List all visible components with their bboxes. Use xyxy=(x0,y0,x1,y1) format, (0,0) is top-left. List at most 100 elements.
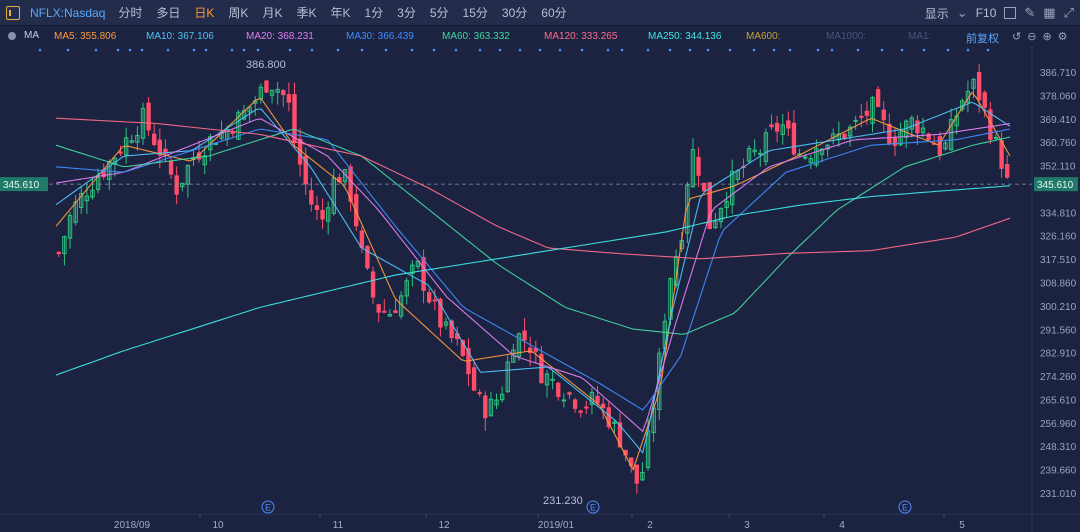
current-price-tag-left-text: 345.610 xyxy=(3,180,40,191)
ma-settings-icon[interactable] xyxy=(8,32,16,40)
candle-75 xyxy=(477,389,482,397)
indicator-dot-18 xyxy=(432,48,436,52)
candle-80 xyxy=(505,355,510,393)
gear-icon[interactable]: ⚙ xyxy=(1057,31,1068,43)
candle-body-26 xyxy=(202,155,207,166)
candle-body-59 xyxy=(387,313,393,317)
candle-body-39 xyxy=(275,88,280,93)
period-tab-8[interactable]: 3分 xyxy=(397,6,416,20)
period-tab-6[interactable]: 年K xyxy=(330,6,351,20)
period-tab-4[interactable]: 月K xyxy=(262,6,283,20)
candle-body-19 xyxy=(163,148,168,154)
earnings-marker-label-0: E xyxy=(265,503,271,513)
candle-body-99 xyxy=(612,421,617,424)
price-chart[interactable]: 386.710 378.060 369.410 360.760 352.110 334.8… xyxy=(0,46,1080,532)
earnings-marker-ring-2 xyxy=(898,500,912,514)
ma-legend-item-5[interactable]: MA120: 333.265 xyxy=(544,31,618,42)
adjust-toggle[interactable]: 前复权 xyxy=(966,33,999,45)
candle-body-82 xyxy=(516,333,522,358)
symbol-label[interactable]: NFLX:Nasdaq xyxy=(30,5,106,20)
ma-legend-item-2[interactable]: MA20: 368.231 xyxy=(246,31,314,42)
candle-150 xyxy=(898,122,903,147)
grid-icon[interactable]: ▦ xyxy=(1043,5,1056,20)
candle-41 xyxy=(286,82,292,112)
indicator-dot-15 xyxy=(360,48,364,52)
ma-legend-item-6[interactable]: MA250: 344.136 xyxy=(648,31,722,42)
candle-145 xyxy=(870,96,875,132)
period-tab-3[interactable]: 周K xyxy=(228,6,249,20)
period-tab-10[interactable]: 15分 xyxy=(462,6,488,20)
minus-icon[interactable]: ⊖ xyxy=(1027,31,1037,43)
undo-icon[interactable]: ↺ xyxy=(1012,31,1022,43)
candle-body-167 xyxy=(993,136,999,139)
candle-47 xyxy=(320,198,325,229)
candle-18 xyxy=(157,128,163,169)
earnings-marker-2: E xyxy=(898,500,912,514)
y-tick-label-6: 334.810 xyxy=(1040,208,1077,219)
period-tab-2[interactable]: 日K xyxy=(194,6,215,20)
candle-37 xyxy=(264,79,269,93)
candle-34 xyxy=(247,106,252,123)
candle-17 xyxy=(152,124,157,147)
period-tab-7[interactable]: 1分 xyxy=(364,6,384,20)
candle-body-79 xyxy=(499,393,505,401)
y-tick-label-15: 256.960 xyxy=(1040,419,1077,430)
indicator-dot-43 xyxy=(966,48,970,52)
candle-body-58 xyxy=(382,310,387,313)
ma-legend-item-1[interactable]: MA10: 367.106 xyxy=(146,31,214,42)
candle-144 xyxy=(864,101,870,125)
period-tab-0[interactable]: 分时 xyxy=(118,6,143,20)
candle-body-169 xyxy=(1005,164,1010,178)
candle-53 xyxy=(354,186,359,232)
candle-body-74 xyxy=(471,367,477,391)
period-tab-11[interactable]: 30分 xyxy=(501,6,528,20)
layout-toggle-icon[interactable] xyxy=(1004,7,1017,19)
candle-94 xyxy=(584,400,589,415)
chevron-down-icon[interactable]: ⌄ xyxy=(956,5,968,20)
candle-142 xyxy=(853,115,858,130)
y-tick-label-18: 231.010 xyxy=(1040,489,1077,500)
candle-117 xyxy=(713,212,718,230)
indicator-dot-23 xyxy=(538,48,542,52)
candle-body-47 xyxy=(320,209,325,220)
current-price-tag-right-bg xyxy=(1034,177,1078,192)
candle-body-63 xyxy=(410,264,415,275)
expand-icon[interactable]: ⤢ xyxy=(1063,5,1074,20)
candle-body-67 xyxy=(432,299,437,302)
plus-icon[interactable]: ⊕ xyxy=(1042,31,1052,43)
candle-body-3 xyxy=(73,201,78,223)
candle-body-84 xyxy=(528,347,533,354)
pen-icon[interactable]: ✎ xyxy=(1024,5,1036,20)
candle-158 xyxy=(943,139,948,151)
candle-body-45 xyxy=(309,190,314,205)
period-tab-9[interactable]: 5分 xyxy=(429,6,449,20)
indicator-dot-9 xyxy=(230,48,234,52)
candle-body-56 xyxy=(370,271,376,298)
indicator-dot-26 xyxy=(606,48,610,52)
candle-129 xyxy=(780,113,785,145)
ma-legend-item-4[interactable]: MA60: 363.332 xyxy=(442,31,510,42)
candle-body-5 xyxy=(84,195,90,202)
f10-button[interactable]: F10 xyxy=(975,6,997,20)
display-button[interactable]: 显示 xyxy=(924,6,949,21)
ma-legend-item-7[interactable]: MA600: xyxy=(746,31,781,42)
indicator-dot-34 xyxy=(772,48,776,52)
candle-body-133 xyxy=(802,156,808,159)
indicator-dot-25 xyxy=(580,48,584,52)
candle-body-88 xyxy=(550,378,555,381)
period-tab-5[interactable]: 季K xyxy=(296,6,317,20)
chart-background xyxy=(0,46,1080,532)
candle-body-11 xyxy=(118,151,123,154)
candle-body-145 xyxy=(870,97,875,124)
candle-body-110 xyxy=(673,256,679,286)
candle-125 xyxy=(758,149,763,167)
ma-legend-item-9[interactable]: MA1: xyxy=(908,31,932,42)
ma-legend-item-3[interactable]: MA30: 366.439 xyxy=(346,31,414,42)
y-tick-label-0: 386.710 xyxy=(1040,68,1077,79)
period-tab-12[interactable]: 60分 xyxy=(541,6,567,20)
ma-legend-item-8[interactable]: MA1000: xyxy=(826,31,867,42)
ma-legend-item-0[interactable]: MA5: 355.806 xyxy=(54,31,117,42)
candle-body-149 xyxy=(892,137,898,146)
earnings-marker-ring-0 xyxy=(261,500,275,514)
period-tab-1[interactable]: 多日 xyxy=(156,6,181,20)
